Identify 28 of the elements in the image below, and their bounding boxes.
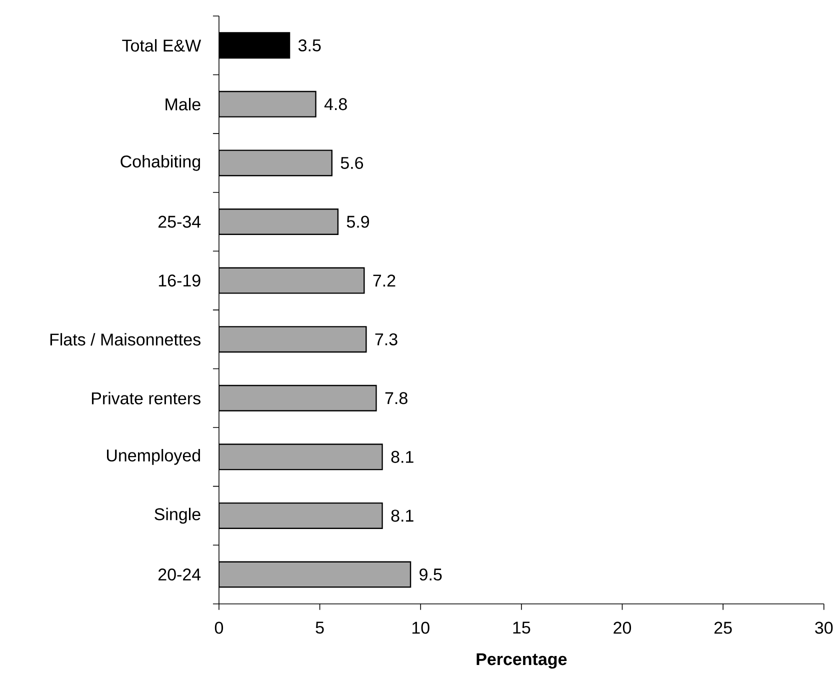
x-tick-label: 30 xyxy=(815,622,833,634)
x-tick-label: 20 xyxy=(614,622,632,634)
data-label: 7.2 xyxy=(373,274,396,287)
data-label: 9.5 xyxy=(420,568,442,581)
y-tick-label: Single xyxy=(154,508,200,524)
y-tick-label: Cohabiting xyxy=(120,155,200,171)
y-tick-label: Flats / Maisonnettes xyxy=(50,333,200,346)
y-tick-label: Total E&W xyxy=(122,39,202,52)
data-label: 5.9 xyxy=(346,216,370,228)
y-tick-label: 16-19 xyxy=(158,274,200,287)
data-label: 5.6 xyxy=(340,156,364,170)
x-tick-label: 0 xyxy=(214,622,224,634)
data-label: 8.1 xyxy=(391,510,414,522)
data-label: 7.3 xyxy=(375,333,398,346)
y-tick-label: Unemployed xyxy=(106,449,200,465)
data-label: 8.1 xyxy=(391,450,414,463)
y-tick-label: Male xyxy=(166,98,200,110)
y-tick-label: 25-34 xyxy=(158,216,201,228)
x-axis-title: Percentage xyxy=(476,653,567,669)
x-tick-label: 5 xyxy=(316,622,324,634)
x-tick-label: 10 xyxy=(412,622,430,634)
data-label: 7.8 xyxy=(385,392,408,404)
data-label: 3.5 xyxy=(298,39,321,52)
y-tick-label: Private renters xyxy=(92,392,200,404)
x-tick-label: 15 xyxy=(513,622,530,634)
x-tick-label: 25 xyxy=(714,622,732,634)
data-label: 4.8 xyxy=(324,98,347,110)
y-tick-label: 20-24 xyxy=(158,568,201,581)
